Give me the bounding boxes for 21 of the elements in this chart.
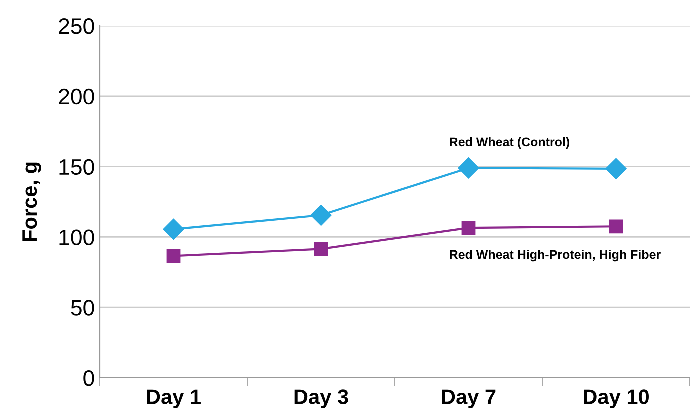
y-tick-label: 50 — [71, 300, 94, 316]
y-tick-label: 100 — [60, 230, 94, 246]
x-tick-label: Day 10 — [584, 390, 649, 409]
series-label: Red Wheat High-Protein, High Fiber — [450, 250, 661, 262]
point — [609, 220, 624, 234]
y-axis-title: Force, g — [22, 162, 42, 242]
y-tick-label: 250 — [59, 18, 94, 34]
point — [314, 242, 328, 256]
point — [163, 218, 184, 240]
point — [310, 204, 332, 226]
x-tick-label: Day 7 — [442, 390, 496, 409]
point — [462, 221, 476, 235]
point — [166, 249, 181, 264]
y-tick-label: 200 — [59, 88, 94, 105]
y-tick-label: 150 — [60, 159, 94, 176]
x-tick-label: Day 3 — [294, 390, 348, 409]
point — [606, 158, 627, 180]
point — [458, 158, 480, 179]
series-label: Red Wheat (Control) — [450, 137, 570, 150]
x-tick-label: Day 1 — [147, 390, 201, 409]
y-tick-label: 0 — [84, 370, 94, 386]
